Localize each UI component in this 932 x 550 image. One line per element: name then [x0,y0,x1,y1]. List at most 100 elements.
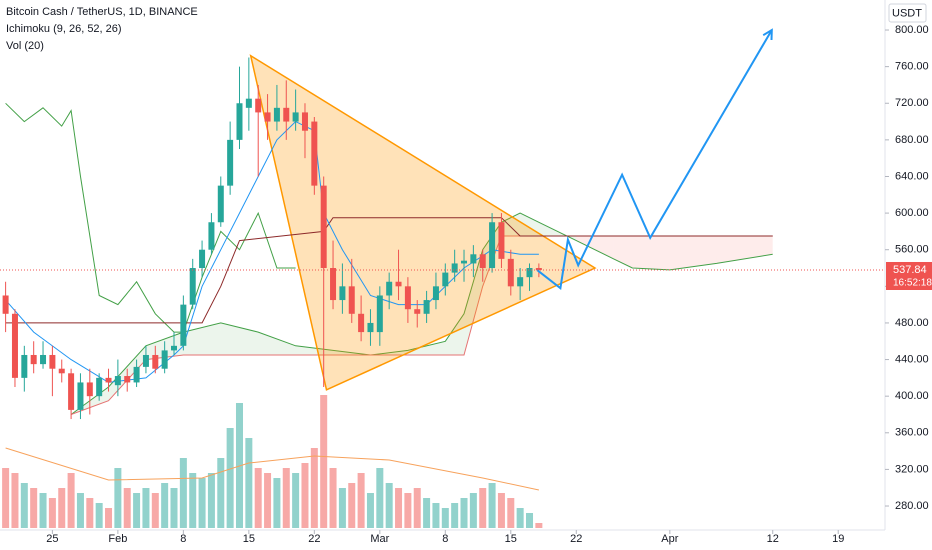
volume-bar [376,468,384,528]
candle-body [414,309,421,314]
volume-bar [254,468,262,528]
volume-bar [95,503,103,528]
candle-body [114,376,121,386]
volume-bar [67,473,75,528]
currency-box[interactable] [888,3,927,23]
candle-body [273,107,280,122]
volume-bar [385,483,393,528]
candle-body [535,268,542,270]
candle-body [133,366,140,383]
cloud-fill [464,249,483,355]
volume-bar [320,395,328,528]
y-tick-label: 680.00 [895,134,929,146]
volume-bar [432,503,440,528]
volume-bar [516,508,524,528]
volume-bar [273,478,281,528]
candle-body [96,377,103,397]
y-tick-label: 480.00 [895,317,929,329]
cloud-fill [669,236,717,270]
candle-body [58,368,65,374]
candle-body [161,350,168,369]
volume-bar [329,468,337,528]
y-tick-label: 600.00 [895,207,929,219]
volume-bar [11,473,19,528]
volume-bar [48,498,56,528]
volume-bar [76,493,84,528]
candle-body [442,272,449,287]
candle-body [461,260,468,264]
x-tick-label: 22 [570,533,582,545]
volume-bar [189,473,197,528]
candle-body [217,185,224,223]
x-tick-label: 8 [180,533,186,545]
projection-drawing [536,29,773,291]
y-tick-label: 560.00 [895,244,929,256]
volume-bar [413,488,421,528]
candle-body [367,322,374,333]
candle-body [432,286,439,301]
candle-body [68,373,75,410]
candle-body [479,254,486,269]
candle-body [152,354,159,369]
x-tick-label: Mar [370,533,389,545]
y-tick-label: 440.00 [895,353,929,365]
volume-bar [151,493,159,528]
volume-bar [226,428,234,528]
last-price-box [886,261,932,290]
candle-body [489,222,496,269]
candle-body [451,263,458,273]
volume-bar [479,488,487,528]
volume-bar [404,493,412,528]
cloud-fill [407,341,446,355]
candle-body [208,222,215,250]
candle-body [199,249,206,269]
indicator-label: Vol (20) [6,40,44,52]
candle-body [105,377,112,383]
candle-body [395,281,402,287]
volume-bar [526,513,534,528]
y-tick-label: 720.00 [895,97,929,109]
candle-body [245,98,252,108]
candle-body [264,112,271,122]
volume-bar [207,473,215,528]
senkou-span-a [70,212,773,415]
volume-bar [198,478,206,528]
triangle-drawing [249,54,597,391]
candle-body [498,222,505,259]
cloud-fill [258,332,296,355]
cloud-fill [220,322,259,355]
y-tick-label: 360.00 [895,427,929,439]
volume-bar [348,483,356,528]
candle-body [142,354,149,367]
volume-bar [395,488,403,528]
candle-body [320,185,327,269]
volume-bar [30,488,38,528]
y-tick-label: 800.00 [895,24,929,36]
x-tick-label: 12 [767,533,779,545]
candle-body [11,313,18,378]
x-tick-label: 19 [832,533,844,545]
y-tick-label: 400.00 [895,390,929,402]
volume-bar [58,488,66,528]
volume-bar [507,498,515,528]
candle-body [255,98,262,113]
arrowhead [762,28,773,41]
volume-bar [497,493,505,528]
chikou-span [5,102,296,333]
volume-bar [469,493,477,528]
candle-body [171,345,178,351]
candle-body [30,354,37,365]
candle-body [77,382,84,410]
volume-bar [451,503,459,528]
candle-body [292,112,299,122]
volume-bar [366,493,374,528]
candle-body [227,139,234,186]
volume-bar [264,473,272,528]
volume-bar [86,498,94,528]
x-tick-label: 25 [46,533,58,545]
cloud-fill [576,236,614,259]
x-tick-label: 22 [308,533,320,545]
cloud-fill [445,313,464,355]
volume-ma [5,447,540,491]
